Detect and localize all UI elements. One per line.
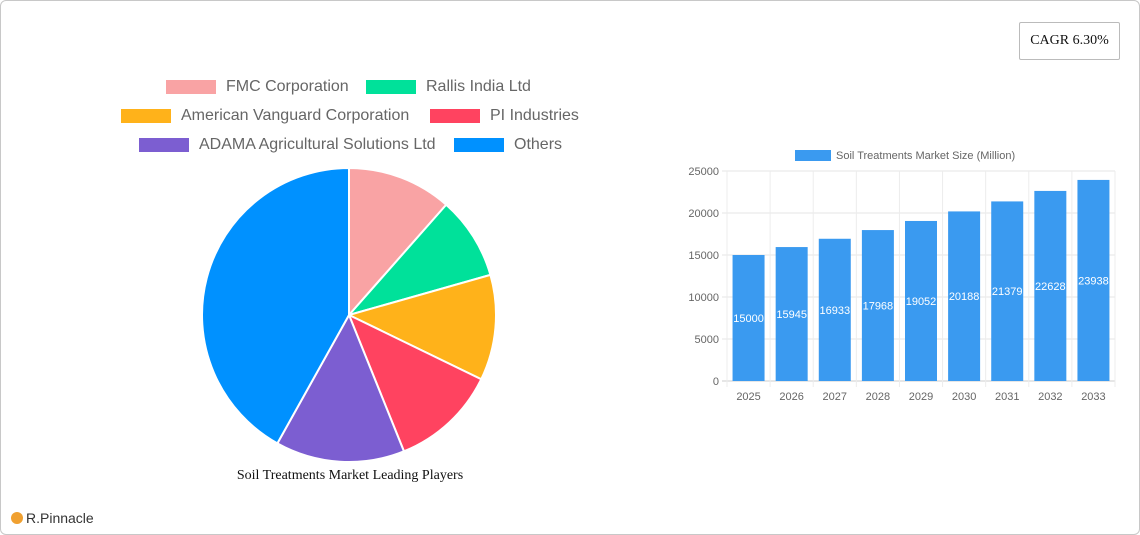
legend-item[interactable]: Others [454, 136, 562, 154]
legend-label: PI Industries [490, 107, 579, 124]
legend-label: Others [514, 136, 563, 153]
legend-label: FMC Corporation [226, 78, 349, 95]
y-tick-label: 5000 [695, 334, 719, 346]
y-tick-label: 15000 [688, 250, 719, 262]
bar-data-label: 19052 [906, 296, 937, 308]
bar-data-label: 17968 [863, 301, 894, 313]
x-tick-label: 2029 [909, 391, 933, 403]
logo: R.Pinnacle [11, 510, 94, 526]
bar-data-label: 16933 [819, 305, 850, 317]
y-tick-label: 20000 [688, 208, 719, 220]
legend-swatch [121, 109, 171, 123]
bar-data-label: 23938 [1078, 275, 1109, 287]
x-tick-label: 2026 [779, 391, 803, 403]
legend-item[interactable]: ADAMA Agricultural Solutions Ltd [139, 136, 436, 154]
y-tick-label: 25000 [688, 166, 719, 178]
bar[interactable] [732, 255, 765, 381]
legend-item[interactable]: American Vanguard Corporation [121, 107, 409, 125]
legend-swatch [430, 109, 480, 123]
legend-swatch [454, 138, 504, 152]
bar-data-label: 22628 [1035, 281, 1066, 293]
bar-data-label: 15000 [733, 313, 764, 325]
x-tick-label: 2030 [952, 391, 976, 403]
legend-label: American Vanguard Corporation [181, 107, 410, 124]
x-tick-label: 2031 [995, 391, 1019, 403]
legend-swatch [366, 80, 416, 94]
legend-item[interactable]: Rallis India Ltd [366, 78, 531, 96]
legend-swatch [166, 80, 216, 94]
x-tick-label: 2028 [866, 391, 890, 403]
bar[interactable] [1077, 179, 1110, 381]
legend-swatch [139, 138, 189, 152]
x-tick-label: 2033 [1081, 391, 1105, 403]
legend-label: Rallis India Ltd [426, 78, 531, 95]
bar-legend-label: Soil Treatments Market Size (Million) [836, 150, 1015, 162]
logo-icon [11, 512, 23, 524]
bar-data-label: 21379 [992, 286, 1023, 298]
bar[interactable] [775, 247, 808, 381]
bar[interactable] [818, 238, 851, 381]
pie-title: Soil Treatments Market Leading Players [236, 468, 464, 483]
bar[interactable] [861, 230, 894, 381]
bar-data-label: 15945 [776, 309, 807, 321]
cagr-badge: CAGR 6.30% [1019, 22, 1120, 60]
bar[interactable] [948, 211, 981, 381]
bar[interactable] [905, 220, 937, 381]
legend-item[interactable]: PI Industries [430, 107, 579, 125]
legend-item[interactable]: FMC Corporation [166, 78, 349, 96]
legend-label: ADAMA Agricultural Solutions Ltd [199, 136, 436, 153]
x-tick-label: 2027 [823, 391, 847, 403]
x-tick-label: 2025 [736, 391, 760, 403]
bar[interactable] [991, 201, 1024, 381]
bar-data-label: 20188 [949, 291, 980, 303]
bar-legend-swatch [795, 150, 831, 161]
bar[interactable] [1034, 190, 1067, 381]
y-tick-label: 10000 [688, 292, 719, 304]
x-tick-label: 2032 [1038, 391, 1062, 403]
y-tick-label: 0 [713, 376, 719, 388]
logo-text: R.Pinnacle [26, 510, 94, 526]
